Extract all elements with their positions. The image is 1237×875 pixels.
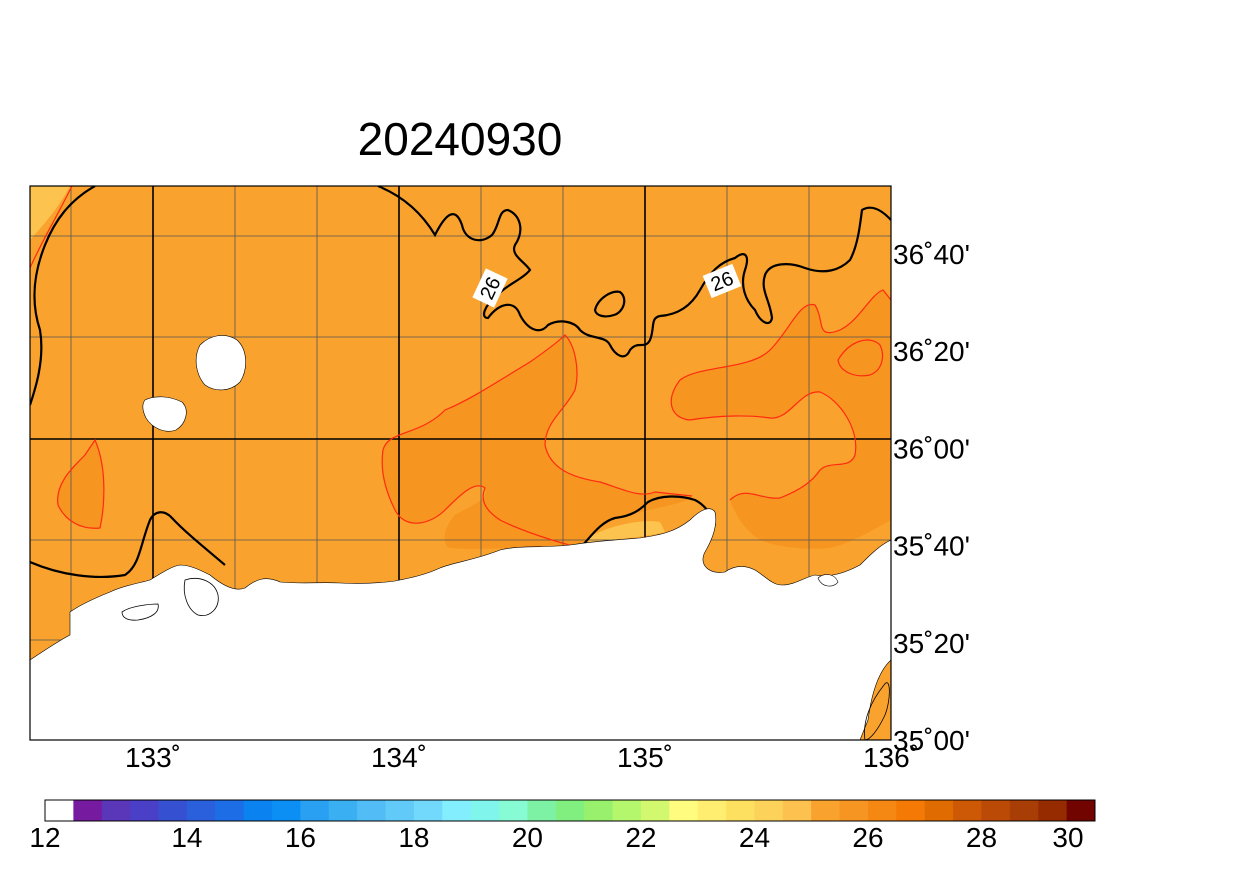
colorbar-label: 20 bbox=[512, 822, 543, 853]
colorbar-label: 26 bbox=[852, 822, 883, 853]
colorbar-swatch bbox=[244, 800, 273, 821]
longitude-tick-label: 134˚ bbox=[371, 742, 427, 773]
colorbar-swatch bbox=[1038, 800, 1067, 821]
colorbar-swatch bbox=[357, 800, 386, 821]
colorbar-swatch bbox=[300, 800, 329, 821]
colorbar-label: 18 bbox=[398, 822, 429, 853]
colorbar-swatch bbox=[726, 800, 755, 821]
latitude-tick-label: 36˚40' bbox=[893, 239, 970, 270]
colorbar-swatch bbox=[556, 800, 585, 821]
colorbar-swatch bbox=[896, 800, 925, 821]
colorbar-swatch bbox=[159, 800, 188, 821]
colorbar-swatch bbox=[73, 800, 102, 821]
longitude-tick-label: 135˚ bbox=[617, 742, 673, 773]
colorbar-label: 24 bbox=[739, 822, 770, 853]
colorbar-label: 12 bbox=[29, 822, 60, 853]
colorbar-label: 14 bbox=[171, 822, 202, 853]
colorbar-swatch bbox=[953, 800, 982, 821]
colorbar-swatch bbox=[925, 800, 954, 821]
colorbar bbox=[45, 800, 1096, 821]
colorbar-swatch bbox=[272, 800, 301, 821]
colorbar-swatch bbox=[386, 800, 415, 821]
colorbar-swatch bbox=[527, 800, 556, 821]
colorbar-swatch bbox=[414, 800, 443, 821]
colorbar-swatch bbox=[783, 800, 812, 821]
colorbar-swatch bbox=[698, 800, 727, 821]
colorbar-swatch bbox=[1067, 800, 1096, 821]
colorbar-swatch bbox=[442, 800, 471, 821]
colorbar-label: 22 bbox=[625, 822, 656, 853]
colorbar-swatch bbox=[499, 800, 528, 821]
colorbar-swatch bbox=[868, 800, 897, 821]
longitude-tick-label: 133˚ bbox=[125, 742, 181, 773]
colorbar-swatch bbox=[471, 800, 500, 821]
colorbar-swatch bbox=[840, 800, 869, 821]
colorbar-swatch bbox=[754, 800, 783, 821]
colorbar-swatch bbox=[45, 800, 74, 821]
colorbar-swatch bbox=[641, 800, 670, 821]
colorbar-label: 30 bbox=[1052, 822, 1083, 853]
colorbar-swatch bbox=[130, 800, 159, 821]
colorbar-swatch bbox=[613, 800, 642, 821]
colorbar-swatch bbox=[584, 800, 613, 821]
latitude-tick-label: 35˚00' bbox=[893, 725, 970, 756]
latitude-tick-labels: 36˚40' 36˚20' 36˚00' 35˚40' 35˚20' 35˚00' bbox=[893, 239, 970, 756]
colorbar-swatch bbox=[102, 800, 131, 821]
colorbar-label: 16 bbox=[285, 822, 316, 853]
colorbar-swatch bbox=[215, 800, 244, 821]
colorbar-swatch bbox=[1010, 800, 1039, 821]
colorbar-swatch bbox=[187, 800, 216, 821]
latitude-tick-label: 36˚20' bbox=[893, 336, 970, 367]
colorbar-swatch bbox=[811, 800, 840, 821]
latitude-tick-label: 35˚40' bbox=[893, 531, 970, 562]
longitude-tick-labels: 133˚ 134˚ 135˚ 136˚ bbox=[125, 742, 919, 773]
colorbar-labels: 12 14 16 18 20 22 24 26 28 30 bbox=[29, 822, 1083, 853]
colorbar-swatch bbox=[669, 800, 698, 821]
colorbar-label: 28 bbox=[966, 822, 997, 853]
latitude-tick-label: 35˚20' bbox=[893, 628, 970, 659]
latitude-tick-label: 36˚00' bbox=[893, 433, 970, 464]
island-dogo bbox=[196, 335, 246, 390]
colorbar-swatch bbox=[981, 800, 1010, 821]
colorbar-swatch bbox=[329, 800, 358, 821]
